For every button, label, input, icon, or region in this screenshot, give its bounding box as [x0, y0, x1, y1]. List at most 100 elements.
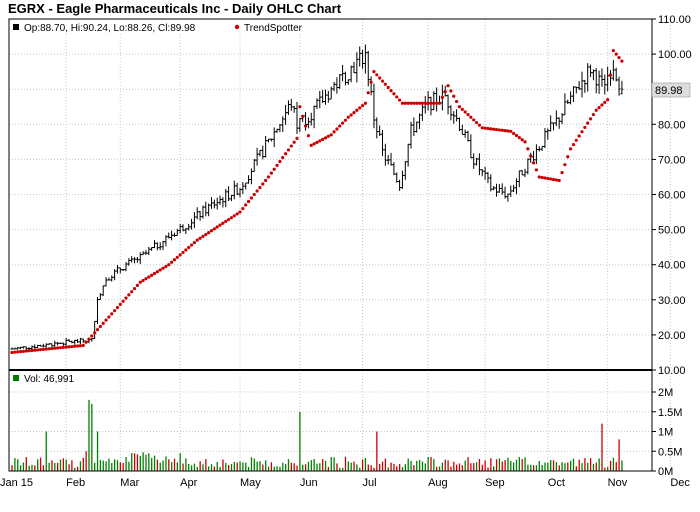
- ohlc-bar: [361, 49, 365, 69]
- volume-bar: [359, 467, 361, 471]
- trendspotter-point: [477, 123, 481, 127]
- trendspotter-point: [466, 113, 470, 117]
- volume-bar: [364, 457, 367, 471]
- volume-bar: [558, 465, 560, 471]
- trendspotter-point: [497, 128, 501, 132]
- ohlc-bar: [207, 203, 211, 217]
- trendspotter-point: [275, 163, 279, 167]
- ohlc-bar: [463, 129, 467, 138]
- ohlc-bar: [386, 154, 390, 165]
- trendspotter-point: [326, 134, 330, 138]
- volume-bar: [285, 463, 287, 471]
- trendspotter-point: [16, 350, 20, 354]
- ohlc-bar: [324, 89, 327, 105]
- volume-bar: [25, 457, 27, 471]
- trendspotter-point: [583, 125, 587, 130]
- trendspotter-point: [503, 129, 507, 133]
- volume-bar: [578, 459, 580, 471]
- trendspotter-point: [113, 309, 117, 313]
- ohlc-bar: [295, 101, 299, 135]
- y-tick-label: 80.00: [658, 119, 686, 131]
- ohlc-bar: [520, 169, 524, 176]
- volume-bar: [487, 467, 489, 471]
- ohlc-bar: [620, 80, 624, 95]
- volume-bar: [108, 458, 110, 471]
- volume-bar: [598, 458, 600, 471]
- ohlc-bar: [611, 60, 615, 81]
- trendspotter-point: [554, 178, 558, 182]
- volume-bar: [333, 457, 335, 471]
- volume-bar: [478, 459, 481, 471]
- volume-bar: [128, 461, 130, 471]
- trendspotter-point: [107, 315, 111, 319]
- volume-bar: [524, 457, 526, 471]
- x-tick-label: Nov: [608, 477, 628, 489]
- x-tick-label: Feb: [66, 477, 85, 489]
- volume-bar: [413, 465, 415, 471]
- ohlc-bar: [489, 174, 493, 192]
- volume-bar: [575, 466, 577, 471]
- trendspotter-point: [158, 268, 162, 272]
- trendspotter-point: [30, 348, 34, 353]
- volume-bar: [210, 464, 213, 471]
- volume-bar: [82, 457, 84, 471]
- trendspotter-point: [383, 82, 387, 86]
- ohlc-bar: [201, 205, 205, 219]
- ohlc-bar: [403, 161, 407, 180]
- volume-bar: [589, 458, 592, 471]
- volume-bar: [498, 458, 501, 471]
- ohlc-bar: [261, 145, 265, 160]
- ohlc-bar: [537, 146, 541, 152]
- ohlc-bar: [469, 134, 473, 159]
- trendspotter-point: [486, 126, 490, 131]
- trendspotter-point: [560, 170, 564, 175]
- trendspotter-point: [617, 56, 621, 60]
- trendspotter-point: [597, 106, 601, 110]
- trendspotter-point: [227, 217, 231, 222]
- volume-bar: [618, 439, 620, 471]
- ohlc-bar: [338, 73, 342, 89]
- ohlc-bar: [506, 193, 510, 202]
- ohlc-bar: [383, 143, 387, 166]
- ohlc-bar: [514, 178, 518, 195]
- volume-bar: [399, 464, 401, 471]
- ohlc-bar: [172, 232, 176, 237]
- volume-bar: [119, 462, 121, 471]
- trendspotter-point: [286, 148, 291, 152]
- trendspotter-point: [412, 101, 416, 105]
- ohlc-bar: [429, 96, 433, 116]
- volume-bar: [131, 453, 133, 471]
- volume-bar: [592, 463, 595, 471]
- trendspotter-point: [292, 140, 296, 144]
- trendspotter-point: [87, 337, 91, 341]
- volume-bar: [370, 465, 372, 471]
- volume-bar: [544, 462, 546, 471]
- ohlc-bar: [167, 232, 171, 239]
- ohlc-bar: [517, 170, 521, 188]
- trendspotter-point: [104, 318, 108, 322]
- trendspotter-point: [209, 229, 214, 233]
- trendspotter-point: [215, 225, 219, 229]
- trendspotter-point: [346, 115, 350, 119]
- ohlc-bar: [580, 71, 584, 98]
- volume-bar: [367, 464, 369, 471]
- volume-bar: [510, 460, 512, 471]
- trendspotter-point: [574, 138, 578, 142]
- ohlc-bar: [67, 338, 71, 342]
- volume-bar: [475, 462, 478, 471]
- volume-bar: [515, 459, 518, 471]
- trendspotter-point: [366, 91, 370, 95]
- ohlc-bar: [375, 117, 379, 139]
- ohlc-bar: [543, 128, 547, 148]
- volume-bar: [356, 464, 358, 471]
- ohlc-bar: [381, 130, 384, 156]
- volume-bar: [176, 462, 178, 471]
- volume-bar: [94, 462, 96, 471]
- volume-legend: Vol: 46,991: [13, 374, 74, 385]
- x-tick-label: Mar: [120, 477, 139, 489]
- ohlc-bar: [586, 63, 590, 92]
- volume-bar: [424, 463, 426, 471]
- ohlc-bar: [153, 240, 156, 249]
- ohlc-bar: [227, 186, 231, 202]
- trendspotter-point: [577, 134, 581, 138]
